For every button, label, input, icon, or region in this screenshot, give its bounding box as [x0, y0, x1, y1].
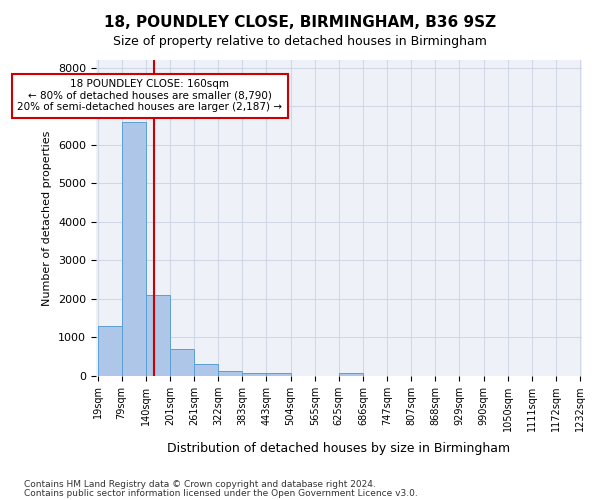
Bar — [338, 372, 363, 376]
Text: Contains HM Land Registry data © Crown copyright and database right 2024.: Contains HM Land Registry data © Crown c… — [24, 480, 376, 489]
Bar — [242, 372, 266, 376]
Text: 18 POUNDLEY CLOSE: 160sqm
← 80% of detached houses are smaller (8,790)
20% of se: 18 POUNDLEY CLOSE: 160sqm ← 80% of detac… — [17, 79, 283, 112]
X-axis label: Distribution of detached houses by size in Birmingham: Distribution of detached houses by size … — [167, 442, 511, 455]
Bar — [98, 326, 122, 376]
Bar — [122, 122, 146, 376]
Bar — [146, 295, 170, 376]
Y-axis label: Number of detached properties: Number of detached properties — [43, 130, 52, 306]
Bar — [266, 372, 290, 376]
Bar — [170, 348, 194, 376]
Bar — [218, 370, 242, 376]
Bar — [194, 364, 218, 376]
Text: Contains public sector information licensed under the Open Government Licence v3: Contains public sector information licen… — [24, 488, 418, 498]
Text: Size of property relative to detached houses in Birmingham: Size of property relative to detached ho… — [113, 35, 487, 48]
Text: 18, POUNDLEY CLOSE, BIRMINGHAM, B36 9SZ: 18, POUNDLEY CLOSE, BIRMINGHAM, B36 9SZ — [104, 15, 496, 30]
